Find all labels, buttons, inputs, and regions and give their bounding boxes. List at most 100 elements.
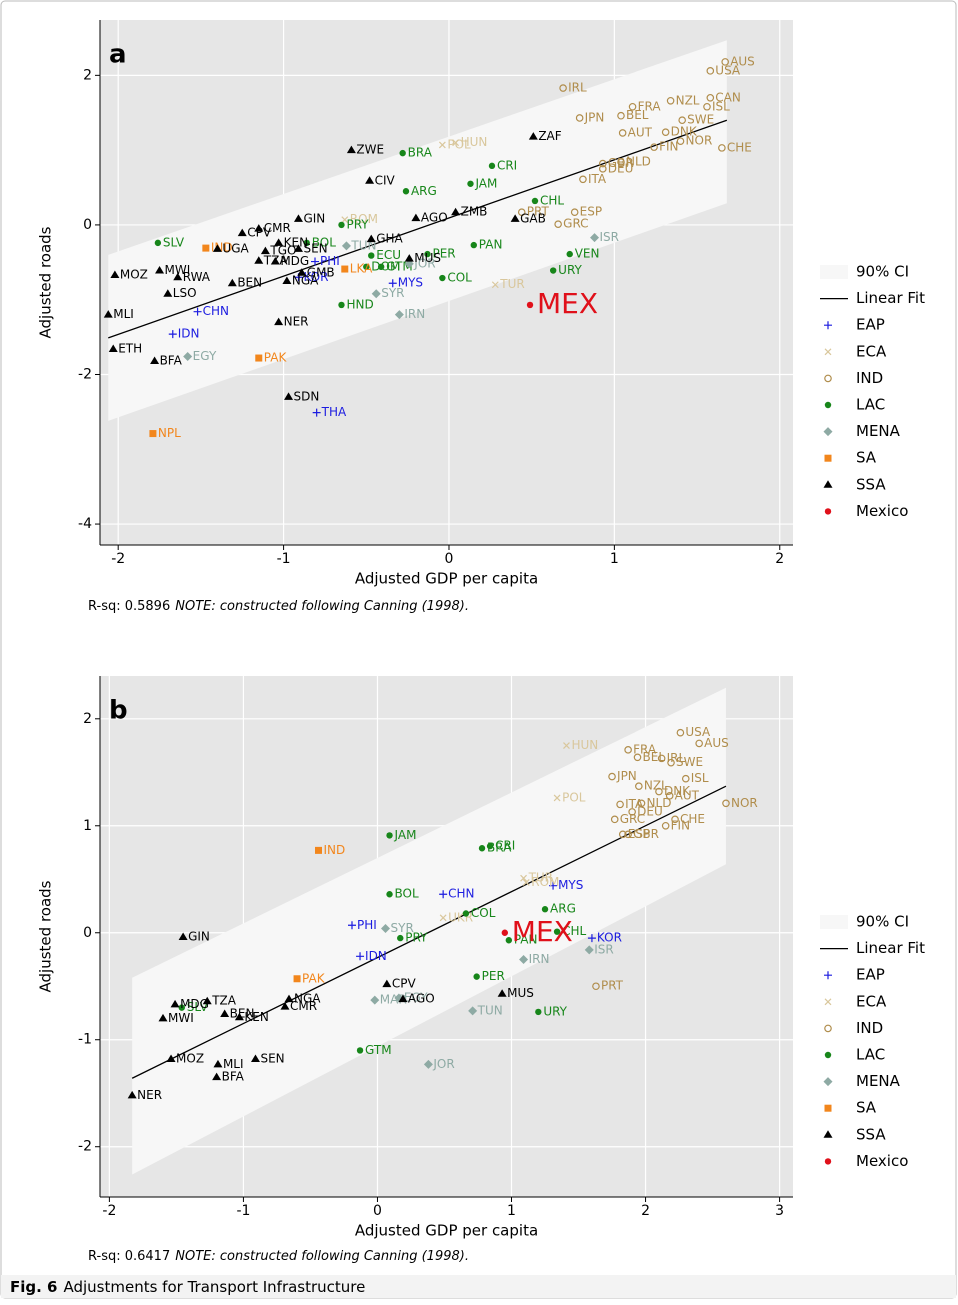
point-label: KEN [244,1010,268,1024]
x-tick-label: -2 [111,551,125,567]
point-label: AGO [421,211,448,225]
point [370,995,380,1005]
point-label: CMR [264,221,291,235]
point [468,1006,478,1016]
point [501,929,509,936]
legend-marker [824,508,832,515]
point [399,149,406,157]
legend-label: SA [856,1099,877,1117]
note: R-sq: 0.5896 NOTE: constructed following … [88,599,469,614]
point-label: PER [432,247,455,261]
point [439,890,448,899]
point-label: JAM [474,176,497,190]
x-axis-label: Adjusted GDP per capita [355,570,538,588]
point [628,103,637,111]
legend-marker [824,401,832,409]
point-label: NGA [292,274,319,288]
point-label: JOR [413,256,435,270]
point-label: FIN [671,818,690,832]
point-label: LSO [173,286,197,300]
point-label: SLV [163,235,185,249]
point-label: CRI [495,839,515,853]
point [676,728,685,737]
point [227,278,237,287]
point [637,799,646,808]
point [311,257,320,266]
legend-label: EAP [856,966,885,984]
point-label: FRA [638,99,662,113]
legend-ci [820,915,848,929]
point [341,216,349,224]
point [587,934,596,943]
point [661,128,670,136]
ci-band [132,687,726,1175]
y-tick-label: 0 [83,217,92,233]
point-label: MDG [280,254,309,268]
point-label: PHI [320,254,340,268]
point [535,1008,542,1016]
point [531,197,539,205]
point-label: HUN [461,135,488,149]
point [293,975,301,983]
point-label: MLI [113,307,134,321]
point [478,845,486,852]
point-label: ZAF [538,129,561,143]
point-label: URY [558,263,582,277]
point-label: BEN [237,276,262,290]
point-label: EGY [193,349,217,363]
point [168,330,177,339]
point [346,145,356,154]
legend-marker [824,1104,832,1112]
panel-label: b [109,696,128,726]
legend-label: 90% CI [856,913,909,931]
point-label: PAK [264,351,288,365]
point [617,112,625,120]
point-label: URY [543,1004,567,1018]
point-label: DEU [637,804,663,818]
legend-label: SSA [856,475,886,493]
point [293,244,303,252]
point-label: TUR [528,871,553,885]
point-label: ESP [628,827,650,841]
point [255,354,263,362]
point [341,265,349,273]
point-label: BFA [160,354,183,368]
legend-marker [824,1051,832,1059]
point [635,782,643,790]
point-label: PER [482,969,505,983]
point [338,301,345,309]
point-label: MWI [168,1011,194,1025]
point [473,973,480,980]
point [348,921,356,930]
legend-label: LAC [856,396,885,414]
point [618,129,627,137]
y-tick-label: 2 [83,67,92,83]
point-label: ETH [118,342,142,356]
point-label: VEN [575,247,600,261]
point-label: NPL [158,426,181,440]
legend-marker [824,1024,832,1033]
point [423,1059,433,1069]
point-label: PRY [405,931,428,945]
point-label: FIN [659,140,678,154]
legend-label: Mexico [856,1152,908,1170]
point [356,1047,364,1054]
legend-marker [824,1158,832,1165]
point [398,994,408,1003]
point [127,1090,137,1099]
point-label: CMR [290,999,317,1013]
point [260,246,270,255]
legend-label: Mexico [856,502,908,520]
point [624,746,632,754]
point [528,132,538,140]
point [150,356,160,365]
point-label: COL [447,271,472,285]
point [706,94,715,102]
point [386,891,393,898]
legend-label: 90% CI [856,263,909,281]
point [270,257,280,265]
point [467,180,474,187]
point [520,874,527,882]
point [505,937,513,944]
point [486,842,494,850]
